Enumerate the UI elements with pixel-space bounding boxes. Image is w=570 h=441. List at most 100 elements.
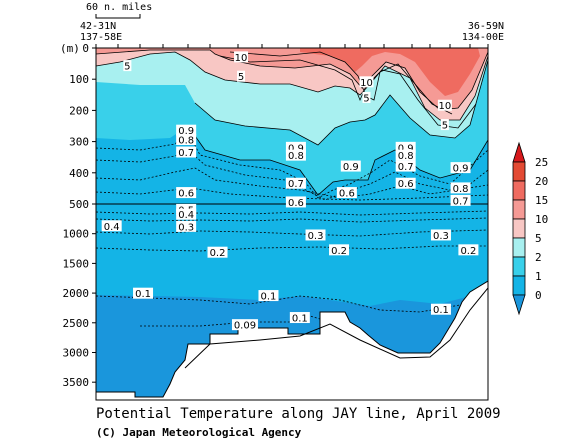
- colorbar-tick-label: 5: [535, 232, 542, 245]
- contour-label-bg: [176, 124, 197, 136]
- contour-label-bg: [430, 303, 451, 315]
- colorbar-segment: [512, 161, 526, 182]
- y-tick-label: 1000: [63, 228, 90, 241]
- contour-label: 0.8: [453, 184, 469, 195]
- scale-bar: [95, 14, 141, 19]
- contour-label-bg: [395, 177, 416, 189]
- contour-label: 5: [363, 93, 369, 104]
- contour-label-bg: [450, 182, 471, 194]
- contour-label: 0.9: [398, 143, 414, 154]
- contour-label-bg: [329, 244, 350, 256]
- contour-label-bg: [285, 141, 306, 153]
- y-tick-label: 300: [69, 136, 89, 149]
- contour-label-bg: [430, 229, 451, 241]
- contour-label-bg: [437, 99, 452, 111]
- contour-label-bg: [395, 160, 416, 172]
- contour-label: 0.9: [453, 164, 469, 175]
- contour-label: 0.1: [292, 314, 308, 325]
- contour-label: 0.4: [104, 222, 120, 233]
- contour-label-bg: [340, 160, 361, 172]
- contour-label-bg: [440, 119, 449, 131]
- contour-label: 0.3: [178, 222, 194, 233]
- contour-label-bg: [176, 134, 197, 146]
- end-lat: 36-59N: [468, 21, 504, 32]
- colorbar-tick-label: 2: [535, 251, 542, 264]
- contour-label-bg: [234, 51, 249, 63]
- y-tick-label: 1500: [63, 257, 90, 270]
- y-tick-label: 500: [69, 198, 89, 211]
- contour-label-bg: [176, 208, 197, 220]
- colorbar-segment: [512, 218, 526, 239]
- contour-label: 5: [124, 62, 130, 73]
- contour-label-bg: [207, 246, 228, 258]
- contour-label: 0.1: [433, 305, 449, 316]
- contour-label: 0.2: [210, 248, 226, 259]
- contour-label-bg: [123, 60, 132, 72]
- colorbar-tick-label: 0: [535, 289, 542, 302]
- contour-label: 0.8: [288, 151, 304, 162]
- colorbar-segment: [512, 256, 526, 277]
- y-tick-label: 2500: [63, 317, 90, 330]
- colorbar-tick-label: 10: [535, 213, 548, 226]
- contour-label-bg: [395, 149, 416, 161]
- colorbar-tick-label: 1: [535, 270, 542, 283]
- contour-label: 0.9: [288, 143, 304, 154]
- colorbar-tick-label: 25: [535, 156, 548, 169]
- band-5-10: [96, 48, 488, 120]
- contour-label: 0.9: [178, 126, 194, 137]
- contour-label-bg: [176, 187, 197, 199]
- lower-section: [96, 204, 488, 400]
- dashed-contours-lower: [96, 210, 488, 327]
- y-tick-label: 400: [69, 167, 89, 180]
- contour-label: 0.6: [288, 198, 304, 209]
- contour-label: 0.3: [308, 231, 324, 242]
- y-tick-label: 100: [69, 73, 89, 86]
- contour-label: 0.3: [433, 231, 449, 242]
- contour-label-bg: [176, 146, 197, 158]
- contour-label: 0.8: [398, 151, 414, 162]
- contour-label: 0.9: [343, 162, 359, 173]
- end-lon: 134-00E: [462, 32, 504, 43]
- contour-label-bg: [231, 319, 258, 331]
- contour-label: 5: [442, 121, 448, 132]
- plot-frame: [95, 47, 489, 401]
- seafloor-mask: [96, 281, 488, 400]
- y-unit-label: (m): [60, 42, 80, 55]
- contour-label: 0.7: [288, 179, 304, 190]
- contour-label-bg: [285, 177, 306, 189]
- start-lon: 137-58E: [80, 32, 122, 43]
- contour-label: 5: [238, 72, 244, 83]
- colorbar-segment: [512, 275, 526, 296]
- contour-label: 10: [439, 101, 452, 112]
- contour-label: 0.6: [178, 189, 194, 200]
- contour-label: 0.1: [135, 289, 151, 300]
- contour-label: 0.7: [178, 148, 194, 159]
- contour-label: 0.8: [178, 136, 194, 147]
- contour-label-bg: [305, 229, 326, 241]
- colorbar-tick-label: 20: [535, 175, 548, 188]
- contour-label: 10: [360, 78, 373, 89]
- contour-label-bg: [362, 91, 371, 103]
- y-tick-label: 3500: [63, 376, 90, 389]
- contour-label-bg: [285, 196, 306, 208]
- contour-label-bg: [289, 312, 310, 324]
- contour-label-bg: [133, 287, 154, 299]
- contour-label: 0.6: [339, 189, 355, 200]
- contour-label: 0.2: [331, 246, 347, 257]
- contour-label-bg: [450, 162, 471, 174]
- contour-label-bg: [101, 220, 122, 232]
- contour-label-bg: [458, 244, 479, 256]
- colorbar-segment: [512, 294, 526, 316]
- contour-label: 0.1: [261, 292, 277, 303]
- y-tick-label: 200: [69, 104, 89, 117]
- contour-label-bg: [237, 70, 246, 82]
- colorbar-segment: [512, 199, 526, 220]
- contour-label: 0.2: [460, 246, 476, 257]
- contour-label: 0.7: [398, 162, 414, 173]
- contour-label-bg: [258, 290, 279, 302]
- seafloor-profile-line: [184, 287, 488, 369]
- start-lat: 42-31N: [80, 21, 116, 32]
